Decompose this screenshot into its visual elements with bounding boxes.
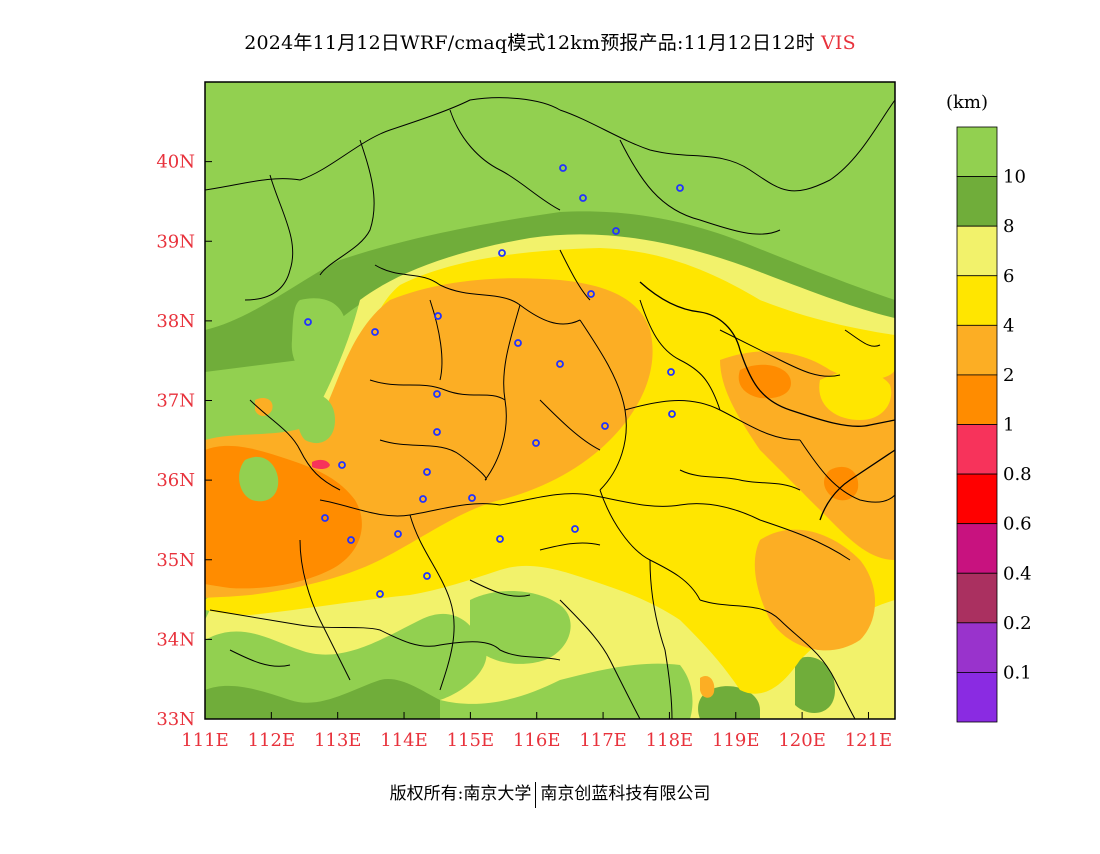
- copyright-label: 版权所有:: [389, 784, 464, 804]
- legend-swatch: [956, 672, 998, 723]
- lat-tick-label: 35N: [156, 550, 195, 571]
- org-nanjing-chuanglan: 南京创蓝科技有限公司: [540, 784, 711, 804]
- map-axes: 111E 112E 113E 114E 115E 116E 117E 118E 119E 120E…: [156, 152, 892, 751]
- city-marker: [433, 428, 441, 436]
- vis-region-clear-patch: [239, 456, 279, 502]
- city-marker: [667, 368, 675, 376]
- province-boundaries: [205, 97, 895, 719]
- variable-label: VIS: [820, 32, 856, 54]
- city-marker: [556, 360, 564, 368]
- city-marker: [394, 530, 402, 538]
- city-marker: [423, 572, 431, 580]
- legend-label: 10: [1003, 167, 1026, 188]
- lat-tick-label: 34N: [156, 629, 195, 650]
- lat-tick-label: 36N: [156, 470, 195, 491]
- city-marker: [496, 535, 504, 543]
- city-marker: [676, 184, 684, 192]
- legend-unit: (km): [946, 92, 988, 113]
- city-marker: [376, 590, 384, 598]
- city-marker: [601, 422, 609, 430]
- visibility-field: [205, 82, 895, 719]
- legend-swatch: [956, 225, 998, 277]
- lat-tick-label: 33N: [156, 709, 195, 730]
- vis-region-under-1km: [312, 459, 330, 470]
- title-text: 2024年11月12日WRF/cmaq模式12km预报产品:11月12日12时: [244, 32, 815, 54]
- lat-tick-label: 40N: [156, 152, 195, 173]
- lat-tick-label: 37N: [156, 391, 195, 412]
- city-marker: [498, 249, 506, 257]
- city-marker: [371, 328, 379, 336]
- city-marker: [434, 312, 442, 320]
- lat-tick-label: 39N: [156, 231, 195, 252]
- map-title: 2024年11月12日WRF/cmaq模式12km预报产品:11月12日12时 V…: [0, 28, 1100, 55]
- legend-swatch: [956, 176, 998, 227]
- city-marker: [433, 390, 441, 398]
- city-marker: [338, 461, 346, 469]
- legend-label: 0.6: [1003, 514, 1032, 535]
- legend-swatch: [956, 523, 998, 574]
- city-marker: [423, 468, 431, 476]
- city-marker: [571, 525, 579, 533]
- legend-swatch: [956, 324, 998, 376]
- coastline: [639, 281, 895, 521]
- legend-label: 0.2: [1003, 613, 1032, 634]
- legend-swatch: [956, 473, 998, 525]
- city-marker: [668, 410, 676, 418]
- city-marker: [587, 290, 595, 298]
- legend-swatch: [956, 275, 998, 326]
- lat-tick-label: 38N: [156, 311, 195, 332]
- legend-label: 8: [1003, 216, 1014, 237]
- legend-swatch: [956, 622, 998, 673]
- legend-swatch: [956, 126, 998, 177]
- copyright-footer: 版权所有:南京大学 南京创蓝科技有限公司: [0, 779, 1100, 808]
- lon-tick-label: 114E: [380, 730, 428, 751]
- legend-label: 6: [1003, 266, 1014, 287]
- city-marker: [304, 318, 312, 326]
- legend-swatch: [956, 572, 998, 624]
- color-legend: (km) 10 8 6 4 2 1 0.8 0.6 0.4 0.2 0.1: [946, 92, 1032, 723]
- city-markers: [304, 164, 684, 598]
- legend-label: 0.4: [1003, 563, 1032, 584]
- org-nanjing-university: 南京大学: [463, 784, 532, 804]
- city-marker: [532, 439, 540, 447]
- city-marker: [579, 194, 587, 202]
- vis-region-south-8-10km: [205, 679, 440, 719]
- lon-tick-label: 120E: [778, 730, 826, 751]
- lon-tick-label: 117E: [579, 730, 627, 751]
- vis-region-8-10km-north: [205, 211, 895, 372]
- lon-tick-label: 111E: [181, 730, 229, 751]
- city-marker: [419, 495, 427, 503]
- city-marker: [514, 339, 522, 347]
- lon-tick-label: 121E: [845, 730, 893, 751]
- footer-divider: [535, 781, 537, 808]
- legend-label: 2: [1003, 365, 1014, 386]
- lon-tick-label: 112E: [248, 730, 296, 751]
- vis-region-south-green: [205, 613, 693, 719]
- city-marker: [559, 164, 567, 172]
- city-marker: [321, 514, 329, 522]
- legend-label: 0.1: [1003, 662, 1032, 683]
- legend-swatch: [956, 374, 998, 425]
- legend-label: 0.8: [1003, 464, 1032, 485]
- lon-tick-label: 115E: [447, 730, 495, 751]
- legend-label: 4: [1003, 315, 1014, 336]
- city-marker: [612, 227, 620, 235]
- legend-label: 1: [1003, 415, 1014, 436]
- legend-swatch: [956, 424, 998, 475]
- city-marker: [347, 536, 355, 544]
- lon-tick-label: 116E: [513, 730, 561, 751]
- lon-tick-label: 119E: [712, 730, 760, 751]
- lon-tick-label: 118E: [646, 730, 694, 751]
- lon-tick-label: 113E: [314, 730, 362, 751]
- city-marker: [468, 494, 476, 502]
